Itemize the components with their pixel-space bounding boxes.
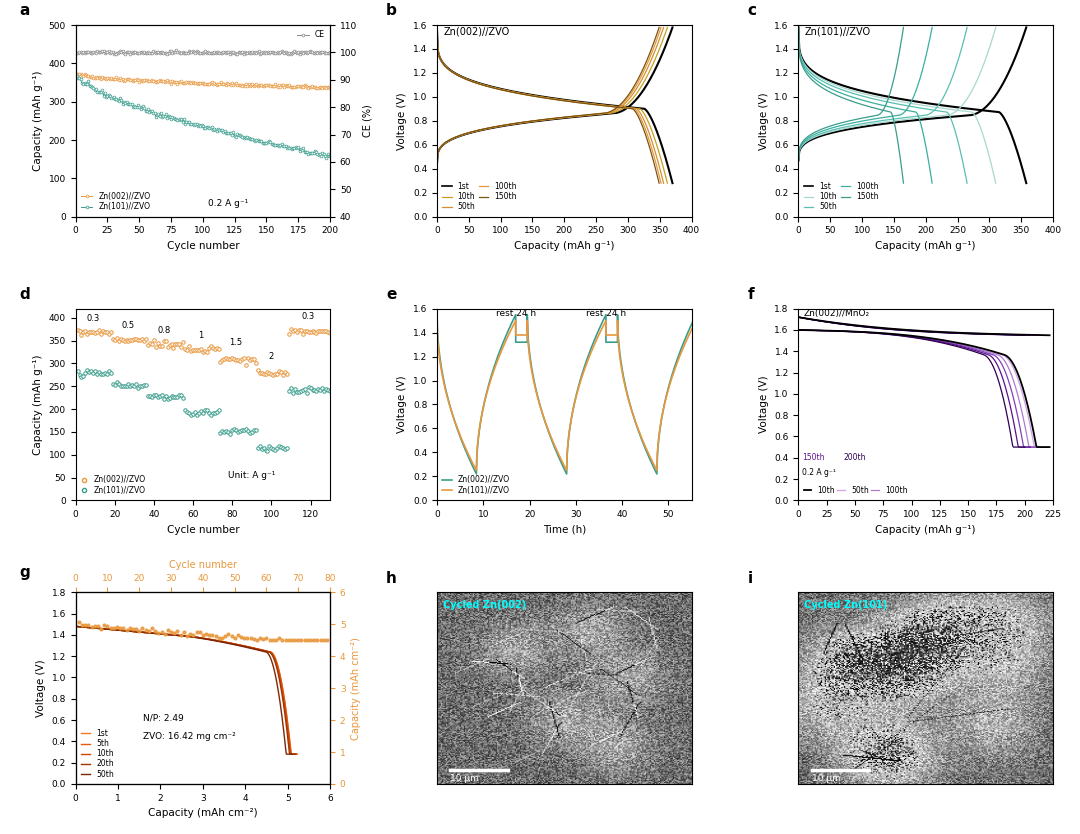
Zn(101)//ZVO	[324, 150, 337, 160]
Y-axis label: Voltage (V): Voltage (V)	[759, 92, 769, 149]
CE	[254, 49, 267, 59]
Text: Cycled Zn(101): Cycled Zn(101)	[805, 600, 888, 610]
Text: d: d	[19, 287, 30, 302]
Legend: Zn(002)//ZVO, Zn(101)//ZVO: Zn(002)//ZVO, Zn(101)//ZVO	[80, 190, 152, 213]
Text: rest 24 h: rest 24 h	[496, 309, 536, 318]
Zn(002)//ZVO	[81, 72, 94, 82]
Text: 200th: 200th	[843, 453, 866, 462]
Zn(101)//ZVO	[85, 82, 98, 92]
Text: h: h	[387, 570, 397, 585]
Zn(101)//ZVO	[70, 71, 83, 81]
Y-axis label: Voltage (V): Voltage (V)	[759, 375, 769, 434]
Legend: Zn(002)//ZVO, Zn(101)//ZVO: Zn(002)//ZVO, Zn(101)//ZVO	[80, 474, 147, 496]
Text: g: g	[19, 565, 30, 580]
Text: Unit: A g⁻¹: Unit: A g⁻¹	[228, 470, 275, 480]
X-axis label: Capacity (mAh cm⁻²): Capacity (mAh cm⁻²)	[148, 808, 258, 818]
Text: b: b	[387, 3, 397, 18]
Text: 0.8: 0.8	[157, 326, 171, 335]
CE	[70, 48, 83, 58]
Zn(101)//ZVO	[138, 103, 151, 113]
X-axis label: Cycle number: Cycle number	[166, 241, 239, 251]
Line: Zn(002)//ZVO: Zn(002)//ZVO	[76, 73, 332, 90]
Y-axis label: Voltage (V): Voltage (V)	[397, 375, 407, 434]
Y-axis label: Voltage (V): Voltage (V)	[36, 660, 46, 717]
Legend: CE: CE	[296, 29, 326, 41]
Text: N/P: 2.49: N/P: 2.49	[144, 713, 185, 722]
Text: 150th: 150th	[801, 453, 824, 462]
X-axis label: Capacity (mAh g⁻¹): Capacity (mAh g⁻¹)	[514, 241, 615, 251]
X-axis label: Time (h): Time (h)	[542, 525, 586, 535]
CE	[118, 48, 131, 58]
Zn(101)//ZVO	[118, 97, 131, 107]
Zn(002)//ZVO	[138, 75, 151, 85]
Text: e: e	[387, 287, 396, 302]
Text: Zn(002)//ZVO: Zn(002)//ZVO	[444, 27, 510, 37]
Text: 1.5: 1.5	[230, 338, 243, 347]
Text: 10 μm: 10 μm	[812, 774, 840, 782]
CE	[81, 48, 94, 58]
Y-axis label: Capacity (mAh g⁻¹): Capacity (mAh g⁻¹)	[33, 354, 43, 455]
Text: 0.5: 0.5	[122, 321, 135, 329]
Text: 2: 2	[269, 352, 274, 361]
Legend: Zn(002)//ZVO, Zn(101)//ZVO: Zn(002)//ZVO, Zn(101)//ZVO	[441, 474, 511, 496]
Zn(002)//ZVO	[324, 83, 337, 93]
Zn(101)//ZVO	[81, 79, 94, 89]
Legend: 1st, 10th, 50th, 100th, 150th: 1st, 10th, 50th, 100th, 150th	[441, 180, 518, 213]
Text: f: f	[747, 287, 754, 302]
Line: CE: CE	[76, 49, 332, 56]
Line: Zn(101)//ZVO: Zn(101)//ZVO	[76, 75, 332, 159]
Text: 0.2 A g⁻¹: 0.2 A g⁻¹	[208, 199, 248, 208]
Zn(002)//ZVO	[70, 68, 83, 78]
Legend: 1st, 10th, 50th, 100th, 150th: 1st, 10th, 50th, 100th, 150th	[802, 180, 880, 213]
Text: 0.2 A g⁻¹: 0.2 A g⁻¹	[801, 468, 836, 477]
CE	[170, 45, 183, 55]
Text: rest 24 h: rest 24 h	[585, 309, 626, 318]
Y-axis label: CE (%): CE (%)	[363, 104, 373, 138]
Y-axis label: Voltage (V): Voltage (V)	[397, 92, 407, 149]
Text: c: c	[747, 3, 757, 18]
X-axis label: Cycle number: Cycle number	[166, 525, 239, 535]
CE	[324, 48, 337, 58]
Text: a: a	[19, 3, 30, 18]
Text: 0.3: 0.3	[86, 314, 99, 323]
Text: i: i	[747, 570, 753, 585]
CE	[85, 48, 98, 58]
Zn(101)//ZVO	[311, 149, 324, 159]
Text: Zn(101)//ZVO: Zn(101)//ZVO	[805, 27, 870, 37]
Text: 0.3: 0.3	[302, 312, 315, 321]
Zn(002)//ZVO	[302, 83, 315, 93]
X-axis label: Capacity (mAh g⁻¹): Capacity (mAh g⁻¹)	[876, 241, 976, 251]
Legend: 10th, 50th, 100th: 10th, 50th, 100th	[802, 485, 909, 496]
CE	[313, 48, 326, 58]
CE	[305, 48, 318, 58]
Zn(002)//ZVO	[311, 83, 324, 93]
Legend: 1st, 5th, 10th, 20th, 50th: 1st, 5th, 10th, 20th, 50th	[80, 727, 116, 780]
Text: Cycled Zn(002): Cycled Zn(002)	[443, 600, 526, 610]
Y-axis label: Capacity (mAh g⁻¹): Capacity (mAh g⁻¹)	[33, 71, 43, 171]
X-axis label: Cycle number: Cycle number	[168, 560, 237, 570]
X-axis label: Capacity (mAh g⁻¹): Capacity (mAh g⁻¹)	[876, 525, 976, 535]
Text: ZVO: 16.42 mg cm⁻²: ZVO: 16.42 mg cm⁻²	[144, 732, 237, 741]
Text: 10 μm: 10 μm	[450, 774, 480, 782]
Y-axis label: Capacity (mAh cm⁻²): Capacity (mAh cm⁻²)	[351, 636, 361, 740]
Zn(101)//ZVO	[320, 153, 333, 163]
CE	[138, 47, 151, 57]
Text: Zn(002)//MnO₂: Zn(002)//MnO₂	[805, 309, 870, 318]
Text: 1: 1	[199, 331, 203, 340]
Zn(002)//ZVO	[85, 72, 98, 82]
Zn(002)//ZVO	[118, 76, 131, 86]
Zn(101)//ZVO	[302, 149, 315, 159]
